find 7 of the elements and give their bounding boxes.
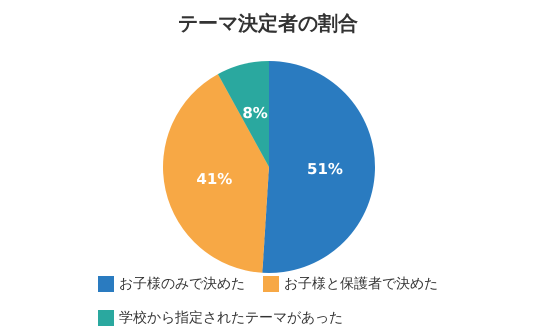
data-label: 8% bbox=[242, 104, 268, 122]
data-label: 41% bbox=[196, 170, 232, 188]
legend-label: 学校から指定されたテーマがあった bbox=[119, 310, 343, 326]
data-label: 51% bbox=[307, 160, 343, 178]
legend-label: お子様と保護者で決めた bbox=[284, 276, 438, 292]
legend-label: お子様のみで決めた bbox=[119, 276, 245, 292]
chart-title: テーマ決定者の割合 bbox=[178, 11, 358, 35]
